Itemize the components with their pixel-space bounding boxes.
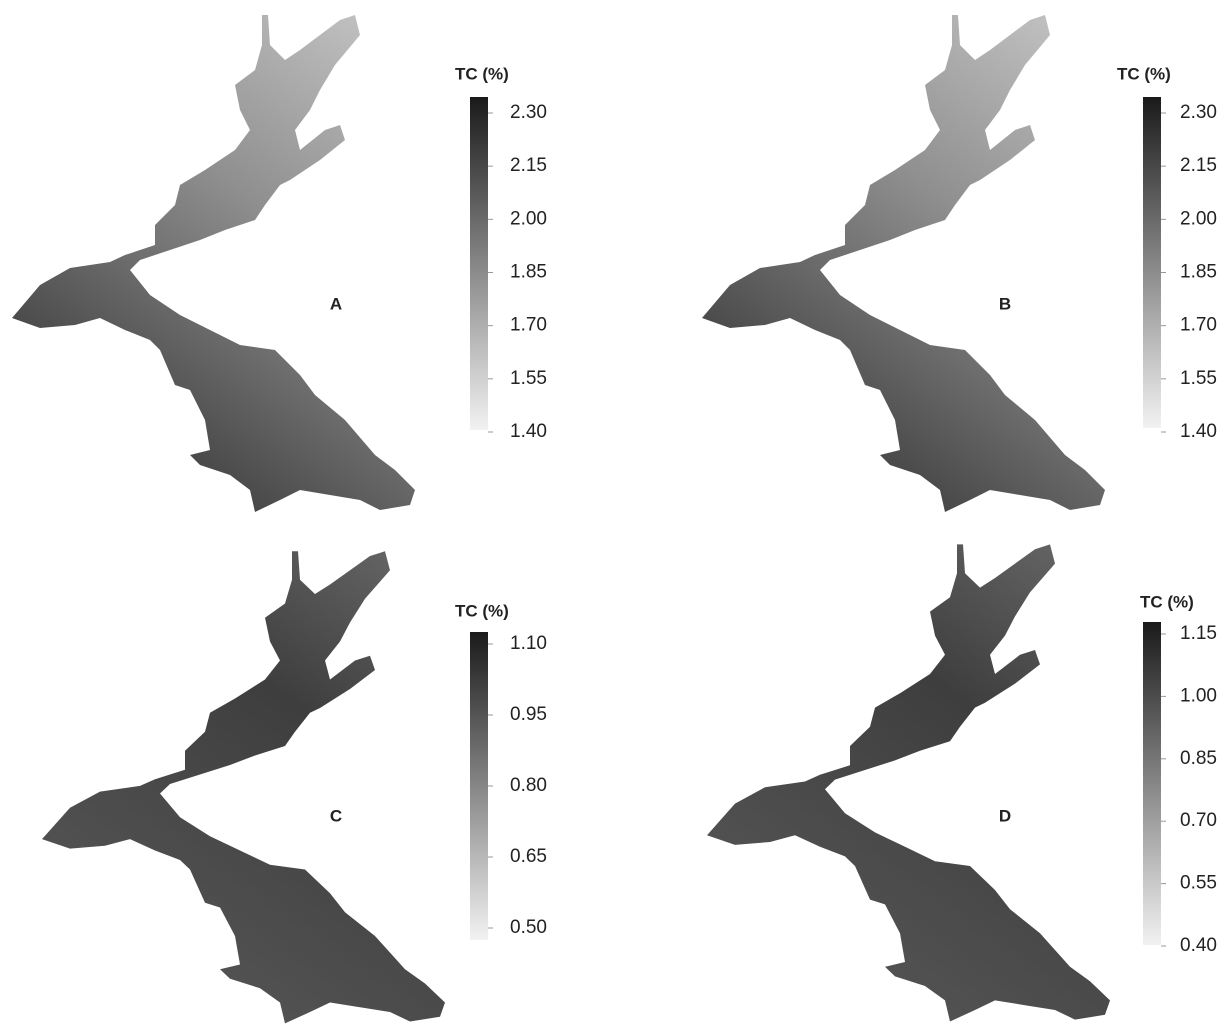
tick-label: 0.95 — [510, 704, 547, 725]
tick-label: 1.00 — [1180, 685, 1217, 706]
tick-label: 1.55 — [510, 368, 547, 389]
tick-label: 0.65 — [510, 846, 547, 867]
map-area — [702, 15, 1105, 512]
panel-label: D — [999, 806, 1011, 825]
colorbar — [470, 97, 488, 430]
panel-label: B — [999, 294, 1011, 313]
figure: ATC (%)2.302.152.001.851.701.551.40BTC (… — [0, 0, 1228, 1025]
tick-label: 1.85 — [1180, 262, 1217, 283]
tick-label: 1.40 — [510, 421, 547, 442]
colorbar — [470, 632, 488, 940]
tick-label: 2.30 — [1180, 102, 1217, 123]
colorbar — [1143, 622, 1161, 945]
tick-label: 1.10 — [510, 633, 547, 654]
legend-title: TC (%) — [1117, 64, 1171, 83]
map-area — [12, 15, 415, 512]
map-area — [707, 544, 1110, 1021]
page: {"panels": [ {"label": "A", "legend": {"… — [0, 0, 1228, 1025]
colorbar — [1143, 97, 1161, 428]
tick-label: 2.30 — [510, 102, 547, 123]
tick-label: 1.55 — [1180, 368, 1217, 389]
tick-label: 1.70 — [1180, 315, 1217, 336]
tick-label: 0.80 — [510, 775, 547, 796]
tick-label: 0.70 — [1180, 810, 1217, 831]
tick-label: 1.70 — [510, 315, 547, 336]
tick-label: 1.85 — [510, 262, 547, 283]
legend-title: TC (%) — [455, 601, 509, 620]
legend-title: TC (%) — [1140, 592, 1194, 611]
tick-label: 1.15 — [1180, 623, 1217, 644]
panel-label: A — [330, 294, 342, 313]
tick-label: 0.85 — [1180, 748, 1217, 769]
tick-label: 1.40 — [1180, 421, 1217, 442]
tick-label: 0.50 — [510, 917, 547, 938]
map-area — [42, 551, 445, 1023]
panel-label: C — [330, 806, 342, 825]
legend-title: TC (%) — [455, 64, 509, 83]
tick-label: 0.40 — [1180, 935, 1217, 956]
tick-label: 0.55 — [1180, 873, 1217, 894]
tick-label: 2.00 — [1180, 208, 1217, 229]
tick-label: 2.15 — [510, 155, 547, 176]
tick-label: 2.00 — [510, 208, 547, 229]
tick-label: 2.15 — [1180, 155, 1217, 176]
